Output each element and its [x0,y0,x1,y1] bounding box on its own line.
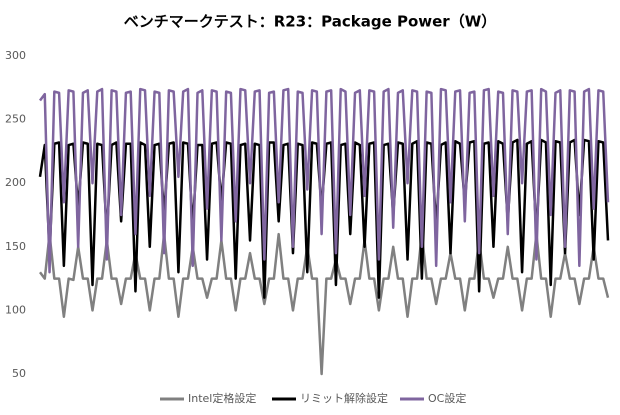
y-tick-label: 200 [5,176,26,189]
y-tick-label: 250 [5,113,26,126]
y-tick-label: 150 [5,240,26,253]
series-line [39,87,610,274]
legend-label: リミット解除設定 [300,391,388,405]
y-tick-label: 100 [5,303,26,316]
y-tick-label: 50 [12,367,26,380]
legend-label: Intel定格設定 [188,391,256,405]
y-tick-label: 300 [5,49,26,62]
chart-title: ベンチマークテスト：R23：Package Power（W） [124,13,497,31]
legend-label: OC設定 [428,391,466,405]
